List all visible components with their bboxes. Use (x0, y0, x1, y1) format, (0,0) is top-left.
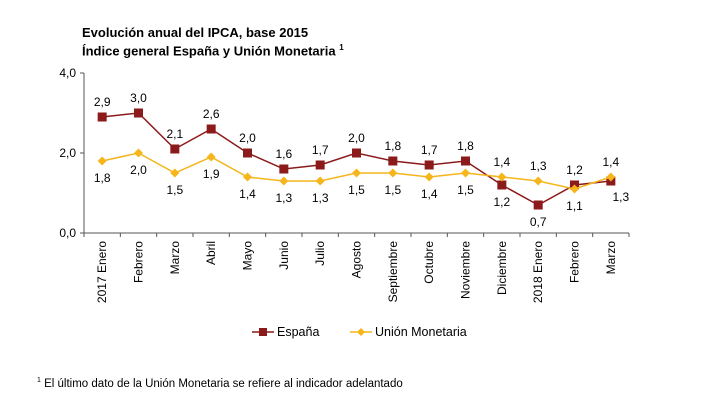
marker-union-monetaria (352, 168, 361, 178)
legend-marker-union-monetaria (357, 328, 365, 336)
data-label: 1,4 (421, 187, 438, 201)
data-label: 1,9 (203, 167, 220, 181)
x-tick-label: Febrero (568, 241, 582, 283)
y-tick-label: 2,0 (59, 146, 76, 160)
chart-subtitle-text: Índice general España y Unión Monetaria (82, 43, 336, 59)
data-label: 2,1 (166, 127, 183, 141)
x-tick-label: 2018 Enero (531, 241, 545, 303)
marker-union-monetaria (97, 156, 107, 166)
data-label: 1,5 (348, 183, 365, 197)
marker-union-monetaria (533, 176, 543, 186)
x-tick-label: Noviembre (459, 241, 473, 299)
marker-union-monetaria (206, 152, 216, 162)
marker-union-monetaria (570, 184, 579, 194)
marker-union-monetaria (461, 168, 470, 178)
data-label: 2,0 (348, 131, 365, 145)
data-label: 2,6 (203, 107, 220, 121)
data-label: 3,0 (130, 91, 147, 105)
y-tick-label: 0,0 (59, 226, 76, 240)
data-label: 1,3 (530, 159, 547, 173)
x-tick-label: Mayo (241, 241, 255, 271)
legend-label: España (277, 325, 319, 339)
data-label: 1,8 (384, 139, 401, 153)
data-label: 2,0 (130, 163, 147, 177)
marker-espana (315, 160, 325, 170)
data-label: 1,4 (602, 155, 619, 169)
data-label: 1,2 (493, 195, 510, 209)
data-label: 1,7 (312, 143, 329, 157)
legend-label: Unión Monetaria (375, 325, 467, 339)
x-tick-label: Septiembre (386, 241, 400, 303)
marker-union-monetaria (497, 172, 507, 182)
marker-espana (206, 124, 216, 134)
marker-union-monetaria (134, 148, 143, 158)
data-label: 1,1 (566, 199, 583, 213)
x-tick-label: Diciembre (495, 241, 509, 295)
marker-union-monetaria (279, 176, 289, 186)
marker-union-monetaria (243, 172, 252, 182)
marker-espana (279, 164, 289, 174)
marker-espana (134, 108, 143, 118)
data-label: 1,2 (566, 163, 583, 177)
marker-espana (497, 180, 507, 190)
x-tick-label: Agosto (350, 241, 364, 279)
marker-union-monetaria (170, 168, 180, 178)
data-label: 1,5 (166, 183, 183, 197)
x-tick-label: Febrero (132, 241, 146, 283)
data-label: 1,8 (457, 139, 474, 153)
x-tick-label: Octubre (422, 241, 436, 284)
marker-union-monetaria (388, 168, 398, 178)
marker-espana (243, 148, 252, 158)
footnote: 1 El último dato de la Unión Monetaria s… (37, 377, 403, 390)
data-label: 1,6 (275, 147, 292, 161)
data-label: 1,8 (94, 171, 111, 185)
footnote-text: El último dato de la Unión Monetaria se … (44, 377, 403, 390)
x-tick-label: Marzo (168, 241, 182, 275)
x-tick-label: Junio (277, 241, 291, 270)
data-label: 1,3 (275, 191, 292, 205)
marker-espana (388, 156, 398, 166)
marker-espana (424, 160, 434, 170)
data-label: 2,0 (239, 131, 256, 145)
marker-espana (170, 144, 180, 154)
x-tick-label: Marzo (604, 241, 618, 275)
chart-subtitle: Índice general España y Unión Monetaria … (82, 40, 344, 58)
data-label: 1,3 (612, 190, 629, 204)
marker-union-monetaria (315, 176, 325, 186)
footnote-mark: 1 (339, 43, 344, 52)
marker-union-monetaria (606, 172, 616, 182)
marker-espana (533, 200, 543, 210)
chart-title: Evolución anual del IPCA, base 2015 (82, 25, 309, 40)
data-label: 1,7 (421, 143, 438, 157)
data-label: 0,7 (530, 215, 547, 229)
marker-espana (352, 148, 361, 158)
legend-marker-espana (259, 328, 267, 336)
footnote-number: 1 (37, 377, 41, 384)
data-label: 1,4 (239, 187, 256, 201)
marker-espana (461, 156, 470, 166)
marker-union-monetaria (424, 172, 434, 182)
data-label: 1,5 (384, 183, 401, 197)
x-tick-label: Abril (204, 241, 218, 265)
y-tick-label: 4,0 (59, 66, 76, 80)
chart-title-block: Evolución anual del IPCA, base 2015 Índi… (82, 25, 344, 58)
x-tick-label: Julio (313, 241, 327, 266)
x-tick-label: 2017 Enero (95, 241, 109, 303)
data-label: 1,5 (457, 183, 474, 197)
data-label: 2,9 (94, 95, 111, 109)
data-label: 1,4 (493, 155, 510, 169)
marker-espana (97, 112, 107, 122)
data-label: 1,3 (312, 191, 329, 205)
